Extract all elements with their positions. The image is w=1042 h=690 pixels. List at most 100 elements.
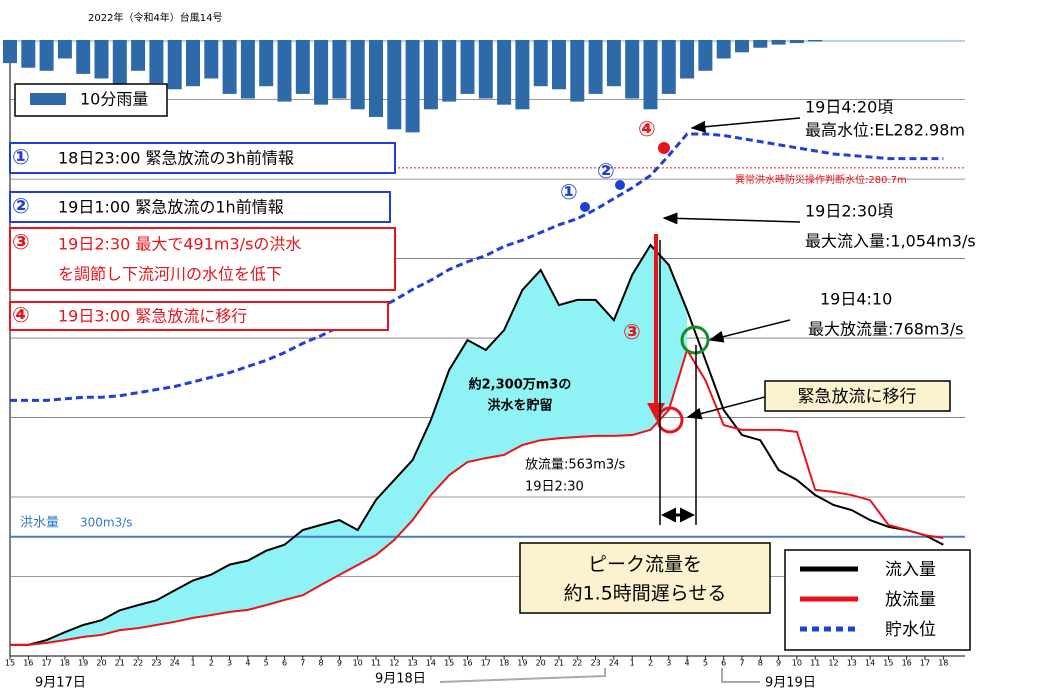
series-line xyxy=(10,132,944,402)
x-tick-label: 24 xyxy=(170,659,180,668)
x-tick-label: 19 xyxy=(517,659,527,668)
date-bracket xyxy=(439,668,606,683)
info-mark: ④ xyxy=(12,303,30,327)
info-text: を調節し下流河川の水位を低下 xyxy=(58,265,282,284)
x-tick-label: 5 xyxy=(264,659,269,668)
level-dot xyxy=(580,202,590,212)
rain-bar xyxy=(167,40,182,90)
rain-bar xyxy=(716,40,731,59)
rain-bar xyxy=(552,40,566,90)
highlight-circle xyxy=(680,325,710,355)
rain-bar xyxy=(661,40,676,94)
annotation: 19日4:20頃 xyxy=(805,98,893,117)
x-tick-label: 2 xyxy=(648,659,653,668)
x-tick-label: 23 xyxy=(151,659,161,668)
rain-bar xyxy=(332,40,347,99)
rain-bar xyxy=(39,40,54,71)
x-tick-label: 6 xyxy=(721,659,726,668)
rain-bar xyxy=(240,40,255,99)
x-tick-label: 16 xyxy=(23,659,33,668)
x-tick-label: 3 xyxy=(227,659,232,668)
x-tick-label: 9 xyxy=(337,659,342,668)
info-box xyxy=(9,301,389,331)
rain-bar xyxy=(295,40,310,94)
x-tick-label: 21 xyxy=(554,659,564,668)
rain-bar xyxy=(588,40,603,94)
x-tick-label: 24 xyxy=(609,659,619,668)
x-tick-label: 12 xyxy=(389,659,399,668)
annotation: 19日2:30 xyxy=(525,480,584,495)
info-text: 18日23:00 緊急放流の3h前情報 xyxy=(58,149,294,168)
x-tick-label: 15 xyxy=(444,659,454,668)
annotation: 最高水位:EL282.98m xyxy=(805,121,965,140)
arrow-mark: ③ xyxy=(623,320,641,344)
x-tick-label: 13 xyxy=(408,659,418,668)
rain-bar xyxy=(606,40,621,87)
arrow xyxy=(662,212,801,225)
flood-value-label: 300m3/s xyxy=(80,515,133,529)
level-mark: ① xyxy=(560,180,578,204)
flood-label: 洪水量 xyxy=(20,515,59,530)
level-dot xyxy=(658,142,670,154)
x-tick-label: 17 xyxy=(42,659,52,668)
level-mark: ④ xyxy=(638,117,656,141)
rain-bar xyxy=(131,40,146,71)
plot: 15 16 17 18 19 20 21 22 23 24 1 2 3 4 5 6 7 8 9 10 11 12 13 14 1… xyxy=(3,40,965,668)
info-text: 19日1:00 緊急放流の1h前情報 xyxy=(58,198,284,217)
date-bracket xyxy=(721,668,760,683)
overlay: 10分雨量 ① 18日23:00 緊急放流の3h前情報 ② 19日1:00 緊急… xyxy=(9,83,976,690)
rain-bar xyxy=(259,40,274,87)
x-tick-label: 17 xyxy=(920,659,930,668)
annotation: 19日2:30頃 xyxy=(805,202,893,221)
level-mark: ② xyxy=(597,159,615,183)
rain-legend-label: 10分雨量 xyxy=(80,90,148,109)
annotation: 最大放流量:768m3/s xyxy=(808,320,963,339)
annotation: 洪水を貯留 xyxy=(487,398,552,414)
rain-bar xyxy=(753,40,768,48)
x-tick-label: 18 xyxy=(938,659,948,668)
rain-bar xyxy=(771,40,786,45)
rain-bar xyxy=(387,40,402,130)
date-label: 9月17日 xyxy=(35,676,86,690)
legend-label: 放流量 xyxy=(885,590,936,610)
annotation: 緊急放流に移行 xyxy=(798,387,917,407)
rain-bar xyxy=(698,40,713,71)
rain-bar xyxy=(497,40,512,105)
x-tick-label: 10 xyxy=(792,659,802,668)
rain-bar xyxy=(515,40,530,110)
annotation: 最大流入量:1,054m3/s xyxy=(805,232,976,251)
x-tick-label: 17 xyxy=(481,659,491,668)
rain-legend-swatch xyxy=(30,93,66,105)
x-tick-label: 6 xyxy=(282,659,287,668)
threshold-label: 異常洪水時防災操作判断水位:280.7m xyxy=(735,173,907,186)
x-tick-label: 18 xyxy=(60,659,70,668)
info-mark: ③ xyxy=(12,230,30,254)
rain-bar xyxy=(460,40,475,94)
x-tick-label: 22 xyxy=(572,659,582,668)
x-tick-label: 1 xyxy=(630,659,635,668)
legend-label: 貯水位 xyxy=(885,620,936,640)
x-tick-label: 4 xyxy=(685,659,690,668)
annotation: ピーク流量を xyxy=(588,554,702,576)
chart-title: 2022年（令和4年）台風14号 xyxy=(88,11,223,24)
x-tick-label: 19 xyxy=(78,659,88,668)
transition-box xyxy=(764,380,951,412)
annotation: 約1.5時間遅らせる xyxy=(564,583,727,605)
x-tick-label: 12 xyxy=(828,659,838,668)
rain-bar xyxy=(3,40,17,64)
annotation: 放流量:563m3/s xyxy=(525,458,626,473)
x-tick-label: 21 xyxy=(115,659,125,668)
rain-bar xyxy=(789,40,804,44)
x-tick-label: 11 xyxy=(810,659,820,668)
x-tick-label: 16 xyxy=(462,659,472,668)
x-tick-label: 23 xyxy=(591,659,601,668)
x-tick-label: 7 xyxy=(300,659,305,668)
x-tick-label: 8 xyxy=(319,659,324,668)
x-tick-label: 5 xyxy=(703,659,708,668)
rain-bar xyxy=(149,40,164,84)
info-box xyxy=(9,227,396,291)
arrow xyxy=(686,396,766,420)
rain-bar xyxy=(478,40,493,99)
x-tick-label: 11 xyxy=(371,659,381,668)
x-tick-label: 14 xyxy=(865,659,875,668)
